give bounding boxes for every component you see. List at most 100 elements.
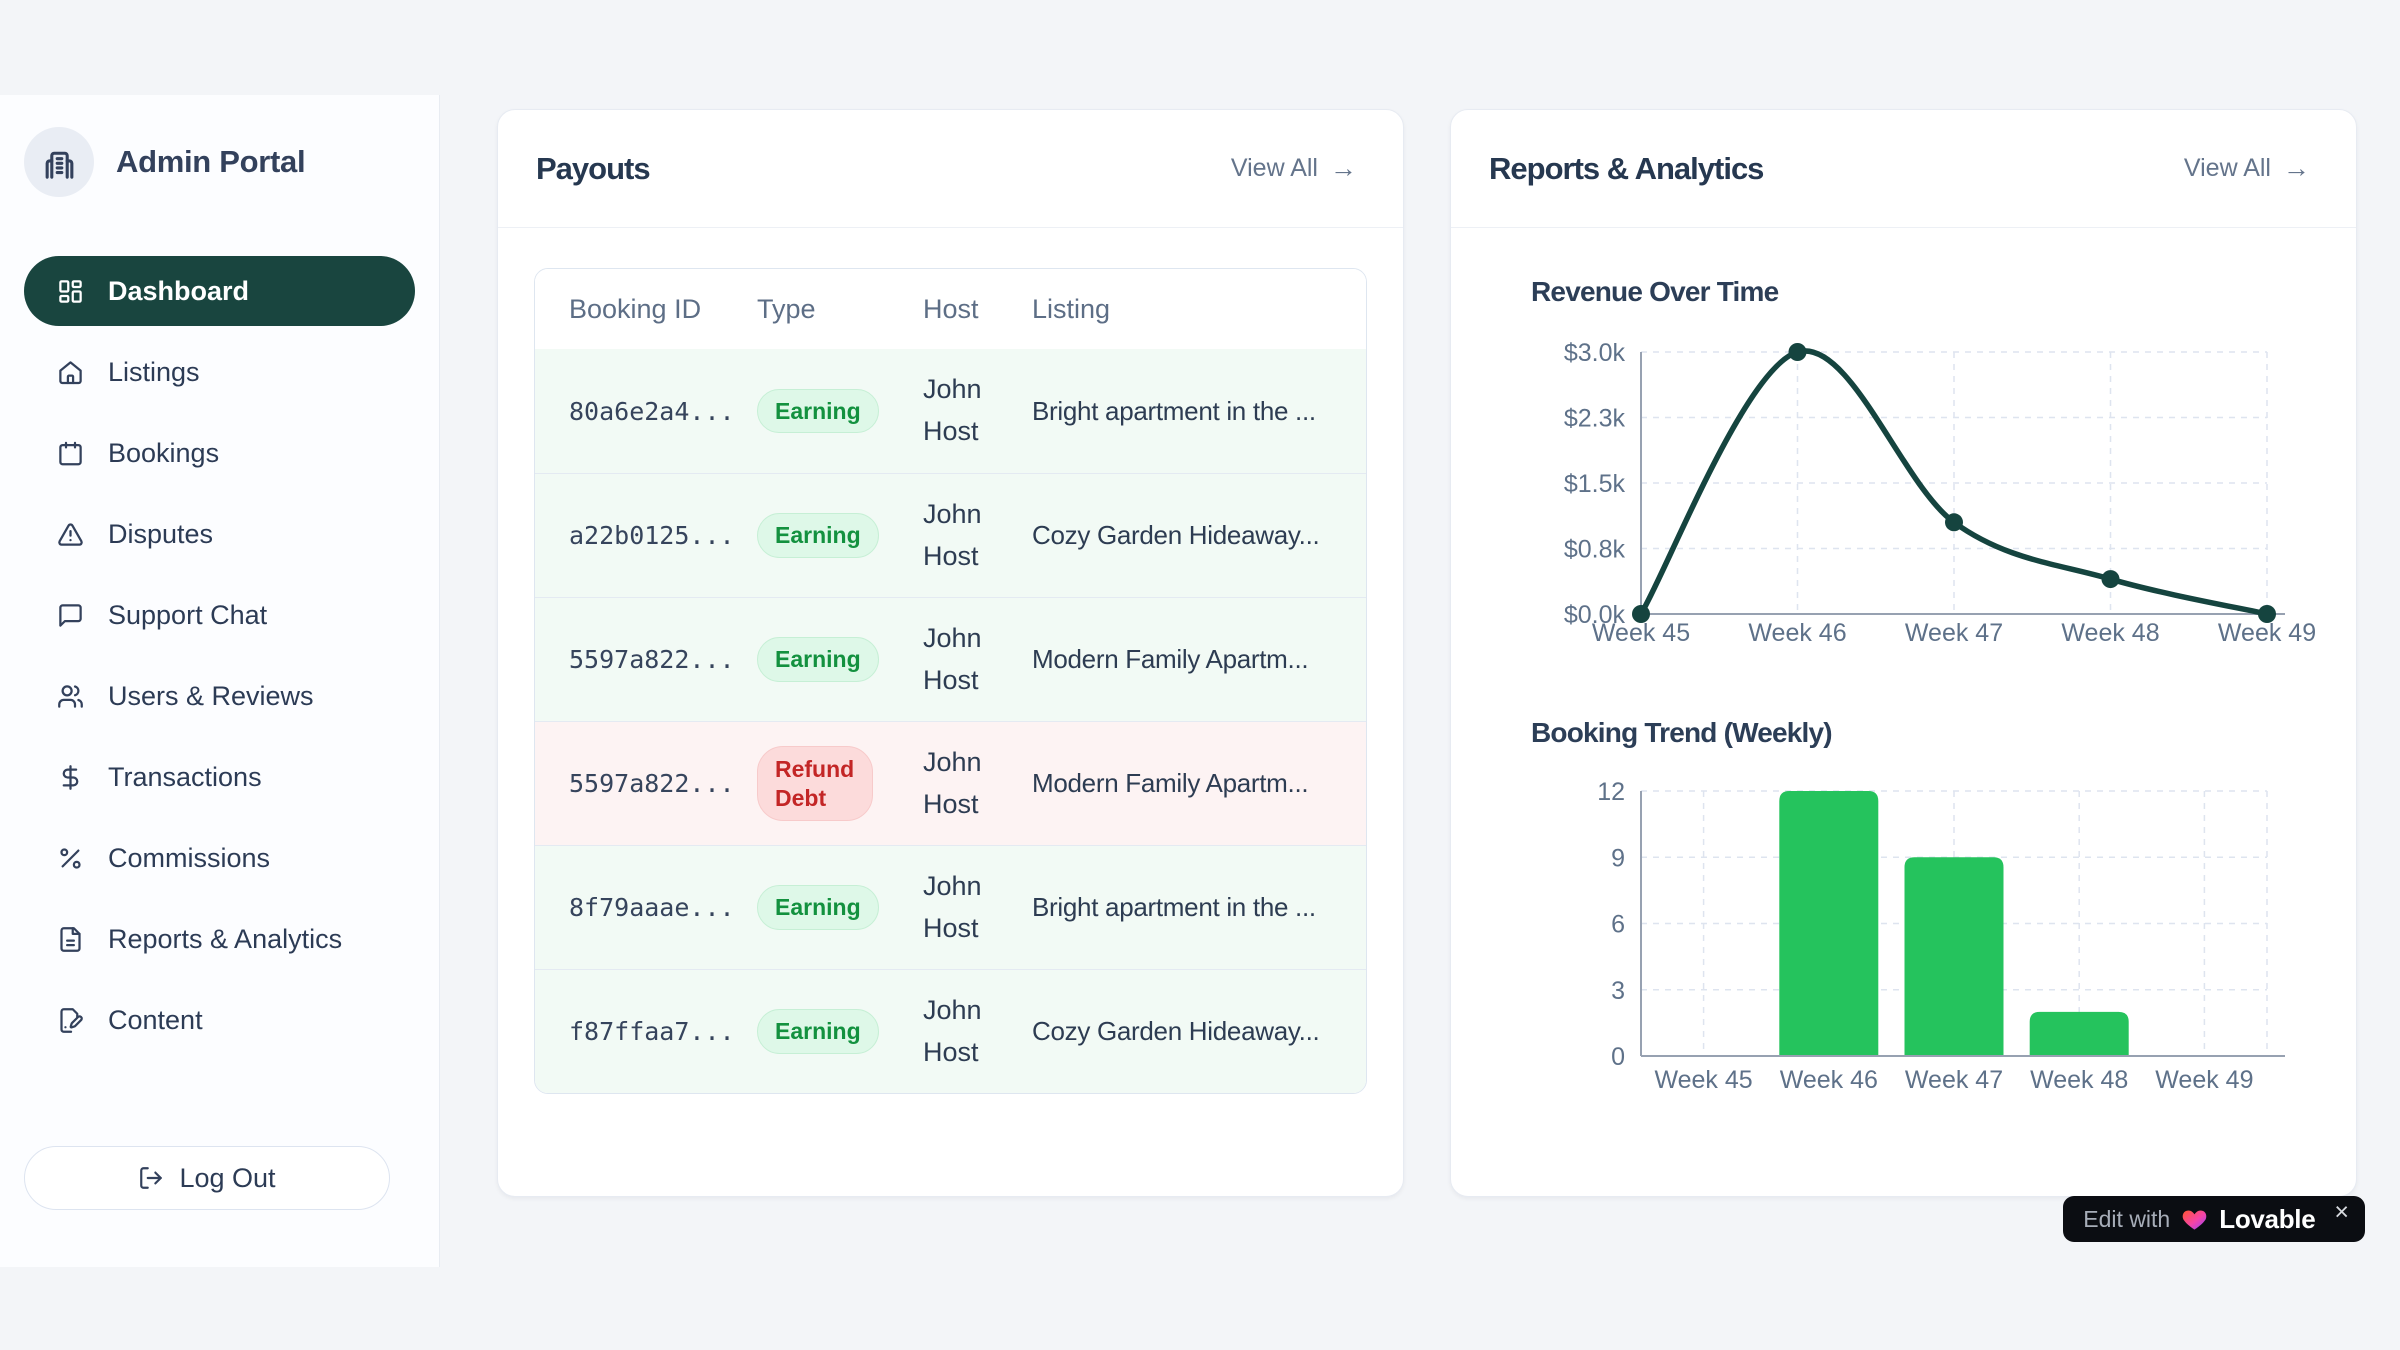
- view-all-label: View All: [2183, 154, 2271, 182]
- svg-text:Week 46: Week 46: [1780, 1066, 1878, 1094]
- payouts-view-all-link[interactable]: View All →: [1231, 154, 1357, 183]
- listing-cell: Modern Family Apartm...: [1032, 644, 1309, 674]
- logout-button[interactable]: Log Out: [24, 1146, 390, 1210]
- close-icon[interactable]: ×: [2334, 1197, 2349, 1226]
- svg-text:3: 3: [1611, 977, 1625, 1005]
- top-band: [0, 0, 2400, 95]
- reports-card-header: Reports & Analytics View All →: [1451, 110, 2356, 228]
- svg-text:Week 49: Week 49: [2155, 1066, 2253, 1094]
- svg-text:Week 45: Week 45: [1592, 619, 1690, 647]
- sidebar-item-dashboard[interactable]: Dashboard: [24, 256, 415, 326]
- host-cell: John Host: [923, 746, 982, 819]
- booking-trend-chart-title: Booking Trend (Weekly): [1531, 717, 1833, 748]
- host-cell: John Host: [923, 374, 982, 446]
- revenue-line-chart: $3.0k $2.3k $1.5k $0.8k $0.0k Week 45 Week 46 W…: [1531, 335, 2321, 647]
- booking-id-cell: a22b0125...: [569, 521, 735, 550]
- type-badge: Earning: [757, 513, 879, 558]
- svg-text:Week 47: Week 47: [1905, 1066, 2003, 1094]
- reports-title: Reports & Analytics: [1489, 150, 1764, 186]
- svg-text:$0.8k: $0.8k: [1564, 536, 1626, 564]
- sidebar-item-support-chat[interactable]: Support Chat: [24, 580, 415, 650]
- table-row[interactable]: 5597a822... Earning John Host Modern Fam…: [535, 597, 1366, 721]
- dollar-sign-icon: [57, 764, 84, 791]
- sidebar-item-label: Bookings: [108, 437, 220, 468]
- sidebar-item-transactions[interactable]: Transactions: [24, 742, 415, 812]
- svg-text:Week 46: Week 46: [1748, 619, 1846, 647]
- listing-cell: Bright apartment in the ...: [1032, 892, 1316, 922]
- column-header-type: Type: [757, 293, 816, 324]
- svg-text:$1.5k: $1.5k: [1564, 470, 1626, 498]
- sidebar-item-commissions[interactable]: Commissions: [24, 823, 415, 893]
- type-cell: Earning: [757, 885, 923, 930]
- column-header-host: Host: [923, 293, 979, 324]
- host-cell: John Host: [923, 870, 982, 943]
- sidebar-item-listings[interactable]: Listings: [24, 337, 415, 407]
- sidebar-item-label: Disputes: [108, 518, 214, 549]
- sidebar-item-label: Reports & Analytics: [108, 923, 343, 954]
- type-badge: Refund Debt: [757, 745, 873, 822]
- sidebar-item-label: Support Chat: [108, 599, 268, 630]
- main: Payouts View All → Booking ID Type Host …: [440, 95, 2400, 1267]
- booking-id-cell: 80a6e2a4...: [569, 396, 735, 426]
- app-title: Admin Portal: [116, 144, 306, 179]
- file-text-icon: [57, 926, 84, 953]
- lovable-prefix-label: Edit with: [2083, 1205, 2171, 1232]
- dashboard-grid-icon: [57, 278, 84, 305]
- type-cell: Earning: [757, 637, 923, 682]
- sidebar-item-label: Commissions: [108, 842, 271, 873]
- sidebar-item-reports-analytics[interactable]: Reports & Analytics: [24, 904, 415, 974]
- svg-text:Week 45: Week 45: [1654, 1066, 1752, 1094]
- lovable-brand-label: Lovable: [2219, 1203, 2316, 1234]
- sidebar-item-label: Content: [108, 1004, 203, 1035]
- svg-text:$0.0k: $0.0k: [1564, 601, 1626, 629]
- host-cell: John Host: [923, 622, 982, 695]
- booking-id-cell: 5597a822...: [569, 645, 735, 674]
- sidebar-item-label: Users & Reviews: [108, 680, 314, 711]
- table-row[interactable]: a22b0125... Earning John Host Cozy Garde…: [535, 473, 1366, 597]
- arrow-right-icon: →: [2283, 153, 2310, 183]
- type-cell: Earning: [757, 1009, 923, 1054]
- sidebar-item-bookings[interactable]: Bookings: [24, 418, 415, 488]
- avatar: [24, 127, 94, 197]
- chat-bubble-icon: [57, 602, 84, 629]
- table-row[interactable]: f87ffaa7... Earning John Host Cozy Garde…: [535, 969, 1366, 1093]
- table-row[interactable]: 80a6e2a4... Earning John Host Bright apa…: [535, 349, 1366, 473]
- table-row[interactable]: 8f79aaae... Earning John Host Bright apa…: [535, 845, 1366, 969]
- type-cell: Earning: [757, 513, 923, 558]
- payouts-table: Booking ID Type Host Listing 80a6e2a4...…: [534, 268, 1367, 1094]
- sidebar-item-label: Listings: [108, 356, 200, 387]
- column-header-booking-id: Booking ID: [569, 293, 702, 324]
- payouts-title: Payouts: [536, 150, 651, 186]
- svg-text:6: 6: [1611, 911, 1625, 939]
- svg-text:9: 9: [1611, 844, 1625, 872]
- svg-text:Week 48: Week 48: [2030, 1066, 2128, 1094]
- lovable-badge[interactable]: Edit with Lovable ×: [2063, 1196, 2365, 1242]
- booking-id-cell: 5597a822...: [569, 769, 735, 798]
- sidebar-nav: Dashboard Listings Bookings Disputes: [24, 256, 415, 1055]
- type-badge: Earning: [757, 885, 879, 930]
- type-badge: Earning: [757, 388, 879, 434]
- sidebar-item-disputes[interactable]: Disputes: [24, 499, 415, 569]
- svg-text:Week 48: Week 48: [2061, 619, 2159, 647]
- type-badge: Earning: [757, 1009, 879, 1054]
- payouts-card: Payouts View All → Booking ID Type Host …: [497, 109, 1404, 1197]
- reports-card: Reports & Analytics View All → Revenue O…: [1450, 109, 2357, 1197]
- sidebar-item-users-reviews[interactable]: Users & Reviews: [24, 661, 415, 731]
- revenue-chart-title: Revenue Over Time: [1531, 276, 1779, 307]
- booking-id-cell: 8f79aaae...: [569, 893, 735, 922]
- brand: Admin Portal: [24, 127, 415, 197]
- listing-cell: Bright apartment in the ...: [1032, 395, 1316, 426]
- sidebar-item-label: Transactions: [108, 761, 262, 792]
- building-icon: [41, 144, 78, 181]
- logout-icon: [138, 1165, 164, 1191]
- file-pen-icon: [57, 1007, 84, 1034]
- reports-view-all-link[interactable]: View All →: [2184, 154, 2310, 183]
- host-cell: John Host: [923, 994, 982, 1067]
- alert-triangle-icon: [57, 521, 84, 548]
- home-icon: [57, 359, 84, 386]
- table-row[interactable]: 5597a822... Refund Debt John Host Modern…: [535, 721, 1366, 845]
- svg-text:Week 49: Week 49: [2218, 619, 2316, 647]
- type-cell: Refund Debt: [757, 745, 923, 822]
- sidebar-item-content[interactable]: Content: [24, 985, 415, 1055]
- table-header-row: Booking ID Type Host Listing: [535, 269, 1366, 349]
